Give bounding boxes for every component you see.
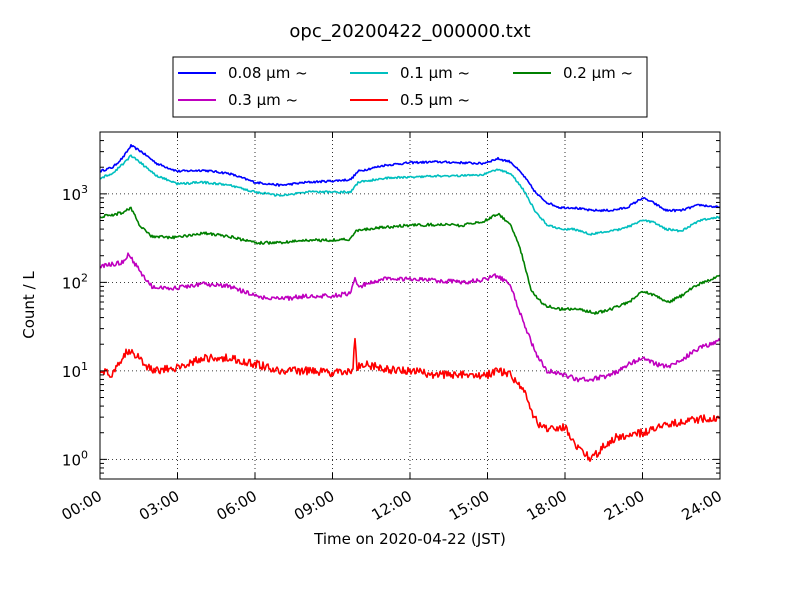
legend: 0.08 μm ~ 0.1 μm ~ 0.2 μm ~ 0.3 μm ~ 0.5 μm …: [172, 56, 648, 118]
plot-series: [99, 144, 721, 463]
legend-label-4: 0.3 μm ~: [228, 91, 298, 109]
series-line-2: [99, 154, 721, 236]
y-tick-label: 101: [62, 360, 88, 381]
chart-title: opc_20200422_000000.txt: [289, 21, 530, 42]
legend-label-1: 0.08 μm ~: [228, 64, 308, 82]
y-tick-label: 103: [62, 183, 88, 204]
legend-label-2: 0.1 μm ~: [400, 64, 470, 82]
y-tick-label-exponent: 3: [81, 183, 88, 196]
series-line-1: [99, 144, 721, 213]
series-line-3: [99, 206, 721, 315]
y-tick-label-base: 10: [62, 274, 81, 292]
y-tick-label-base: 10: [62, 451, 81, 469]
y-tick-label: 100: [62, 448, 88, 469]
legend-label-3: 0.2 μm ~: [563, 64, 633, 82]
y-tick-label-base: 10: [62, 186, 81, 204]
y-tick-label-base: 10: [62, 363, 81, 381]
y-tick-label-exponent: 2: [81, 271, 88, 284]
y-tick-label-exponent: 1: [81, 360, 88, 373]
x-axis-label: Time on 2020-04-22 (JST): [313, 530, 506, 548]
y-axis-label: Count / L: [20, 271, 38, 339]
series-line-5: [99, 337, 721, 463]
series-line-4: [99, 252, 721, 383]
axis-ticks: [99, 131, 721, 480]
y-tick-label-exponent: 0: [81, 448, 88, 461]
legend-box: [172, 56, 648, 118]
y-tick-label: 102: [62, 271, 88, 292]
legend-label-5: 0.5 μm ~: [400, 91, 470, 109]
